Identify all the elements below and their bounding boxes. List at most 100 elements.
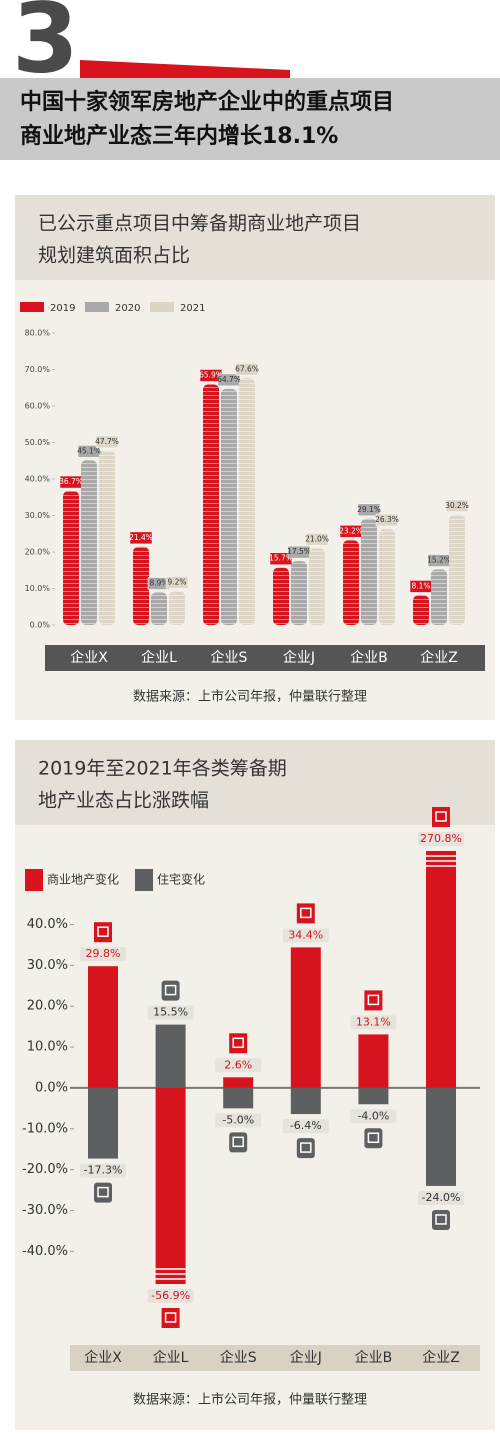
value-label: -24.0%: [422, 1191, 461, 1204]
icon: [161, 980, 180, 1001]
value-label: 29.8%: [86, 947, 121, 960]
value-label: -5.0%: [222, 1113, 254, 1126]
y-tick-label: 60.0%: [25, 402, 51, 411]
value-label-bg: [350, 1015, 397, 1030]
icon: [432, 807, 450, 827]
value-label: -6.4%: [290, 1119, 322, 1132]
x-tick-label: 企业J: [290, 1349, 322, 1366]
value-label-bg: [445, 499, 469, 513]
x-tick-label: 企业S: [211, 649, 248, 666]
legend-icon: [25, 869, 43, 891]
y-tick-label: 80.0%: [25, 329, 51, 338]
x-tick-label: 企业J: [283, 649, 315, 666]
value-label: -56.9%: [151, 1289, 190, 1302]
icon: [296, 1138, 315, 1159]
bar-texture: [343, 540, 359, 625]
bar: [223, 1077, 254, 1088]
legend-swatch: [150, 302, 174, 312]
y-tick-label: 50.0%: [25, 438, 51, 447]
icon: [229, 1033, 248, 1054]
panel-title-band: [15, 740, 495, 825]
value-label-bg: [357, 503, 381, 517]
icon-detail: [300, 907, 312, 919]
red-swoosh: [80, 60, 290, 78]
icon: [229, 1132, 248, 1153]
value-label: 270.8%: [420, 832, 462, 845]
value-label: 23.2%: [339, 526, 363, 535]
bar-texture: [309, 548, 325, 625]
panel-title-band: [15, 195, 495, 280]
value-label: 15.5%: [153, 1006, 188, 1019]
value-label-bg: [282, 928, 329, 943]
bar: [426, 1087, 456, 1186]
x-tick-label: 企业S: [220, 1349, 257, 1366]
category-band: [45, 645, 485, 671]
category-band: [70, 1345, 480, 1371]
icon: [432, 1209, 450, 1230]
bar-texture: [151, 592, 167, 625]
value-label-bg: [217, 373, 241, 387]
legend-label: 2021: [180, 303, 205, 314]
y-tick-label: 10.0%: [27, 1040, 68, 1055]
chart-title: 2019年至2021年各类筹备期: [38, 758, 287, 780]
icon: [296, 903, 315, 924]
x-tick-label: 企业L: [153, 1349, 189, 1366]
value-label: 64.7%: [217, 375, 241, 384]
bar-texture: [221, 388, 237, 625]
value-label-bg: [282, 1119, 329, 1134]
y-tick-label: 10.0%: [25, 584, 51, 593]
icon-detail: [97, 1186, 109, 1198]
icon: [364, 1128, 383, 1149]
value-label-bg: [215, 1113, 262, 1128]
icon: [364, 990, 383, 1011]
x-tick-label: 企业B: [350, 649, 388, 666]
bar-texture: [413, 595, 429, 625]
x-tick-label: 企业B: [355, 1349, 393, 1366]
value-label: 9.2%: [167, 577, 186, 586]
y-tick-label: -10.0%: [22, 1121, 68, 1136]
bar-texture: [431, 569, 447, 625]
value-label-bg: [350, 1109, 397, 1124]
chart-title: 地产业态占比涨跌幅: [38, 790, 209, 812]
bar-texture: [99, 450, 115, 625]
bar-texture: [169, 591, 185, 625]
header-title: 商业地产业态三年内增长18.1%: [20, 123, 338, 149]
bar: [426, 851, 456, 1088]
value-label-bg: [215, 1058, 262, 1073]
value-label: 29.1%: [357, 505, 381, 514]
bar: [88, 966, 118, 1088]
source: 数据来源：上市公司年报，仲量联行整理: [133, 1392, 367, 1408]
value-label: 13.1%: [356, 1015, 391, 1028]
value-label: 47.7%: [95, 437, 119, 446]
bar-texture: [203, 384, 219, 625]
value-label: 34.4%: [288, 928, 323, 941]
y-tick-label: 30.0%: [27, 958, 68, 973]
bar: [223, 1087, 254, 1109]
icon-detail: [435, 811, 447, 822]
x-tick-label: 企业Z: [420, 649, 458, 666]
value-label-bg: [375, 513, 399, 527]
icon-detail: [367, 994, 380, 1006]
bar-texture: [63, 491, 79, 625]
bar: [290, 1087, 321, 1115]
legend-label: 2019: [50, 303, 75, 314]
value-label-bg: [77, 445, 101, 458]
value-label-bg: [235, 363, 259, 376]
legend-swatch: [85, 302, 109, 312]
y-tick-label: -30.0%: [22, 1203, 68, 1218]
title-band: [0, 78, 500, 160]
icon-detail: [367, 1132, 380, 1144]
y-tick-label: 40.0%: [27, 917, 68, 932]
y-tick-label: 0.0%: [30, 621, 51, 630]
bar: [155, 1087, 186, 1284]
value-label: -17.3%: [84, 1164, 123, 1177]
y-tick-label: 30.0%: [25, 511, 51, 520]
legend-icon: [135, 869, 153, 891]
y-tick-label: 20.0%: [27, 999, 68, 1014]
value-label-bg: [147, 1005, 194, 1020]
value-label-bg: [129, 531, 153, 545]
chart-title: 规划建筑面积占比: [38, 245, 190, 267]
value-label: 15.7%: [269, 554, 293, 563]
x-tick-label: 企业L: [141, 649, 177, 666]
